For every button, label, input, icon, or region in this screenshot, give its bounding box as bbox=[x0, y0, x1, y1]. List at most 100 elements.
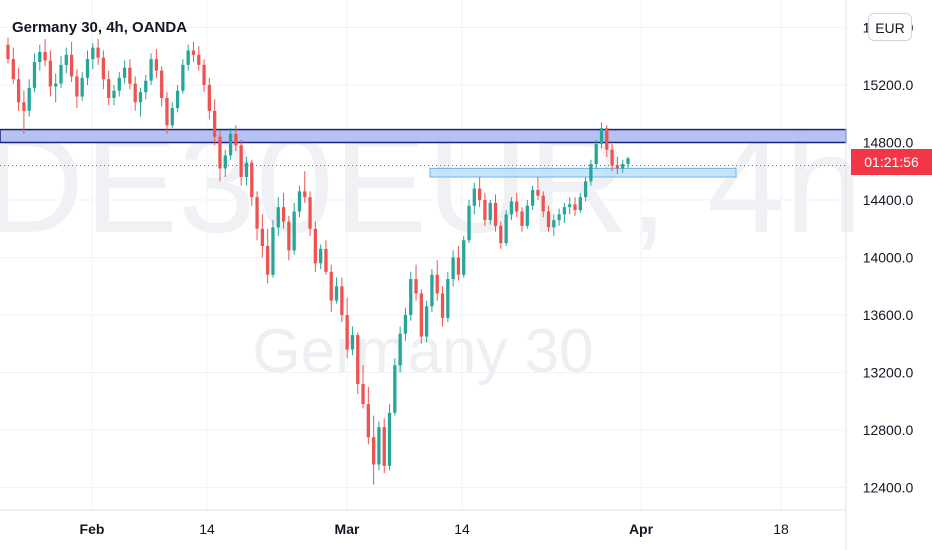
candle-body bbox=[562, 207, 567, 215]
candle-body bbox=[186, 50, 190, 65]
candle-body bbox=[16, 79, 21, 103]
candle-body bbox=[54, 83, 58, 87]
candle-body bbox=[117, 77, 121, 91]
candle-body bbox=[112, 90, 116, 98]
candle-body bbox=[197, 54, 201, 65]
countdown-price-tag: 01:21:56 bbox=[851, 149, 932, 175]
candle-body bbox=[244, 162, 249, 177]
candle-body bbox=[22, 102, 26, 111]
candle-body bbox=[419, 293, 423, 337]
candle-body bbox=[85, 59, 90, 78]
y-tick-label: 13600.0 bbox=[863, 307, 914, 323]
candle-body bbox=[610, 149, 614, 166]
candle-body bbox=[175, 90, 180, 108]
candle-body bbox=[133, 83, 137, 103]
candle-body bbox=[477, 188, 482, 200]
candle-body bbox=[483, 200, 487, 221]
candle-body bbox=[472, 188, 476, 206]
candle-body bbox=[599, 128, 604, 144]
candle-body bbox=[340, 286, 344, 315]
candle-body bbox=[313, 228, 317, 264]
candle-body bbox=[96, 47, 100, 58]
support-zone bbox=[429, 167, 737, 178]
candle-body bbox=[557, 214, 561, 221]
candle-body bbox=[292, 211, 296, 251]
candle-body bbox=[605, 128, 609, 150]
x-tick-label: 14 bbox=[454, 521, 470, 537]
candle-body bbox=[435, 274, 439, 294]
candle-body bbox=[250, 162, 254, 198]
candle-body bbox=[165, 97, 169, 126]
candle-body bbox=[329, 271, 333, 301]
candle-body bbox=[350, 335, 355, 350]
candle-body bbox=[234, 133, 238, 146]
candle-body bbox=[493, 202, 498, 226]
y-tick-label: 13200.0 bbox=[863, 365, 914, 381]
candle-body bbox=[75, 76, 79, 97]
candle-body bbox=[499, 225, 503, 244]
candle-body bbox=[144, 80, 148, 93]
candle-body bbox=[213, 110, 217, 137]
candle-body bbox=[520, 211, 524, 226]
candle-body bbox=[38, 51, 42, 62]
candle-body bbox=[504, 214, 508, 244]
candle-body bbox=[319, 248, 323, 264]
candle-body bbox=[552, 220, 556, 228]
candle-body bbox=[271, 227, 275, 275]
candle-body bbox=[366, 404, 370, 438]
candle-body bbox=[578, 197, 582, 211]
candle-body bbox=[69, 54, 74, 77]
candle-body bbox=[430, 274, 434, 307]
currency-button[interactable]: EUR bbox=[868, 13, 912, 41]
candle-body bbox=[403, 315, 408, 334]
candle-body bbox=[181, 64, 185, 91]
candle-body bbox=[255, 197, 259, 229]
candle-body bbox=[91, 47, 95, 60]
candle-body bbox=[615, 165, 620, 169]
y-tick-label: 14800.0 bbox=[863, 135, 914, 151]
candle-body bbox=[393, 365, 397, 413]
resistance-zone bbox=[0, 128, 847, 144]
candle-body bbox=[276, 207, 280, 228]
candle-body bbox=[149, 59, 153, 81]
candle-body bbox=[424, 306, 429, 337]
candle-body bbox=[621, 164, 625, 169]
candle-body bbox=[297, 191, 302, 212]
candle-body bbox=[64, 54, 68, 65]
candle-body bbox=[509, 201, 514, 215]
candle-body bbox=[11, 59, 15, 80]
candle-body bbox=[626, 158, 630, 165]
candle-body bbox=[324, 248, 328, 272]
candle-body bbox=[488, 202, 492, 221]
candle-body bbox=[334, 286, 339, 301]
candle-body bbox=[101, 57, 106, 80]
candle-body bbox=[361, 384, 365, 405]
candle-body bbox=[287, 221, 291, 251]
candle-body bbox=[202, 64, 206, 85]
x-tick-label: Mar bbox=[335, 521, 360, 537]
y-tick-label: 12800.0 bbox=[863, 422, 914, 438]
candle-body bbox=[398, 333, 402, 366]
watermark-name: Germany 30 bbox=[252, 317, 593, 386]
candle-body bbox=[128, 67, 132, 84]
candle-body bbox=[414, 279, 418, 294]
candle-body bbox=[48, 60, 53, 87]
x-tick-label: Feb bbox=[80, 521, 105, 537]
x-tick-label: 18 bbox=[773, 521, 789, 537]
candle-body bbox=[530, 189, 535, 206]
candle-body bbox=[281, 207, 286, 222]
candle-body bbox=[303, 191, 307, 198]
candle-body bbox=[228, 133, 233, 156]
candle-body bbox=[377, 427, 381, 465]
candle-body bbox=[32, 62, 37, 88]
candle-body bbox=[589, 164, 593, 182]
chart-title: Germany 30, 4h, OANDA bbox=[12, 19, 188, 36]
candle-body bbox=[160, 70, 164, 98]
candle-body bbox=[107, 79, 111, 98]
y-tick-label: 14400.0 bbox=[863, 192, 914, 208]
candle-body bbox=[308, 197, 312, 229]
candle-body bbox=[467, 205, 471, 241]
candle-body bbox=[573, 204, 577, 211]
